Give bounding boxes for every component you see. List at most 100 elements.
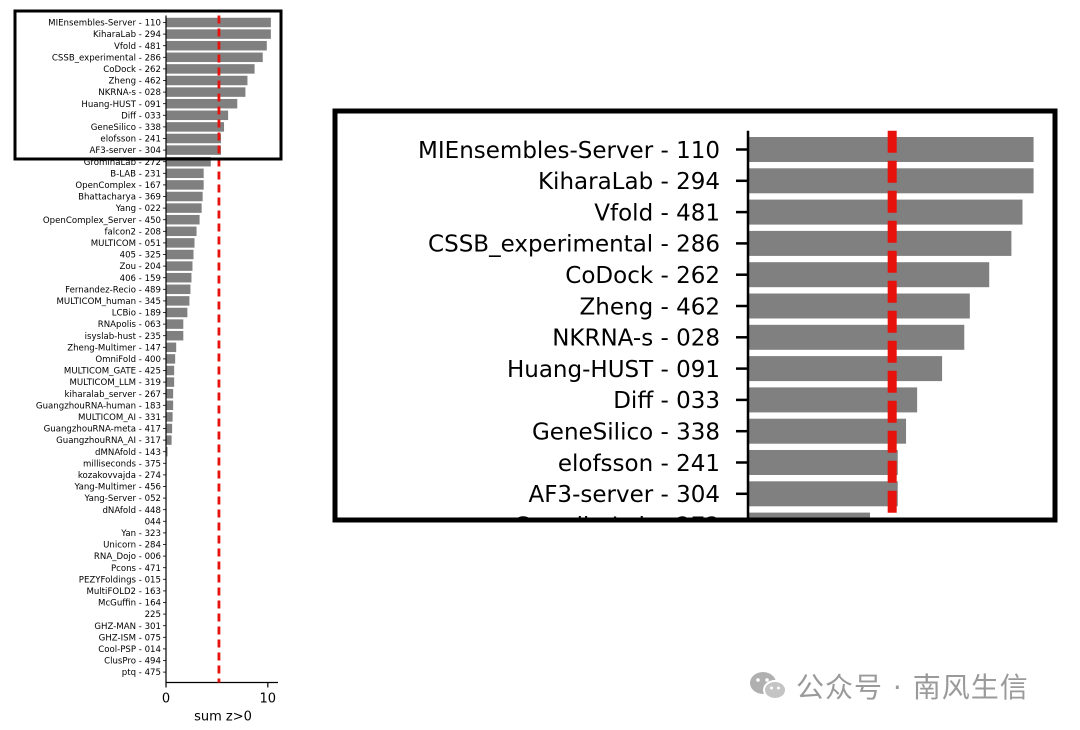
y-tick-label: Zheng - 462	[109, 77, 162, 87]
y-tick-label: Bhattacharya - 369	[78, 193, 161, 203]
bar-17	[166, 203, 202, 213]
bar-21	[166, 249, 194, 260]
y-tick-label: RNA_Dojo - 006	[94, 552, 161, 562]
y-tick-label: GromihaLab - 272	[84, 158, 161, 168]
y-tick-label: isyslab-hust - 235	[85, 332, 161, 342]
bar-15	[166, 180, 204, 190]
x-axis-title: sum z>0	[194, 709, 252, 724]
y-tick-label: MULTICOM_AI - 331	[78, 413, 161, 423]
y-tick-label: ClusPro - 494	[104, 657, 161, 667]
bar-31	[166, 365, 175, 376]
bar-6	[166, 75, 248, 86]
y-tick-label: MULTICOM - 051	[91, 239, 161, 249]
y-tick-label: Cool-PSP - 014	[98, 645, 161, 655]
y-tick-label: CoDock - 262	[565, 263, 720, 289]
bar-11	[748, 450, 898, 475]
bar-23	[166, 272, 192, 283]
y-tick-label: 225	[145, 610, 161, 620]
bar-37	[166, 435, 172, 445]
y-tick-label: Yang - 022	[115, 204, 161, 214]
bar-29	[166, 342, 177, 353]
y-tick-label: AF3-server - 304	[89, 146, 161, 156]
y-tick-label: 405 - 325	[120, 251, 161, 261]
y-tick-label: OmniFold - 400	[95, 355, 161, 365]
y-tick-label: MULTICOM_LLM - 319	[69, 378, 161, 388]
y-tick-label: GHZ-MAN - 301	[94, 622, 161, 632]
bar-5	[748, 262, 990, 288]
y-tick-label: GuangzhouRNA-meta - 417	[44, 425, 161, 435]
y-tick-label: Pcons - 471	[111, 564, 161, 574]
y-tick-label: GHZ-ISM - 075	[99, 633, 161, 643]
bar-11	[166, 133, 221, 144]
y-tick-label: Vfold - 481	[594, 200, 720, 226]
bar-6	[748, 293, 970, 319]
y-tick-label: KiharaLab - 294	[93, 30, 161, 40]
bar-10	[748, 418, 907, 444]
bar-38	[166, 446, 168, 457]
y-tick-label: Unicorn - 284	[103, 541, 161, 551]
y-tick-label: MULTICOM_human - 345	[56, 297, 161, 307]
zoom-frame	[332, 108, 1058, 523]
y-tick-label: OpenComplex - 167	[75, 181, 161, 191]
y-tick-label: Yan - 323	[120, 529, 161, 539]
y-tick-label: kozakovvajda - 274	[78, 471, 161, 481]
y-tick-label: CSSB_experimental - 286	[428, 232, 720, 258]
y-tick-label: falcon2 - 208	[104, 227, 161, 237]
y-tick-label: CSSB_experimental - 286	[52, 53, 161, 63]
y-tick-label: Zheng-Multimer - 147	[67, 343, 161, 353]
y-tick-label: 044	[145, 517, 161, 527]
y-tick-label: GeneSilico - 338	[91, 123, 161, 133]
y-tick-label: ptq - 475	[122, 668, 161, 678]
bar-26	[166, 307, 188, 318]
bar-35	[166, 412, 173, 422]
y-tick-label: Fernandez-Recio - 489	[65, 285, 161, 295]
y-tick-label: Huang-HUST - 091	[81, 100, 161, 110]
bar-27	[166, 319, 184, 329]
watermark: 公众号 · 南风生信	[748, 666, 1029, 706]
y-tick-label: GeneSilico - 338	[532, 419, 720, 445]
bar-36	[166, 423, 173, 434]
bar-10	[166, 122, 225, 132]
bar-13	[166, 156, 211, 167]
bar-4	[166, 52, 263, 63]
y-tick-label: Zou - 204	[119, 262, 161, 272]
y-tick-label: Huang-HUST - 091	[507, 357, 720, 383]
wechat-icon	[748, 669, 788, 703]
y-tick-label: GuangzhouRNA-human - 183	[36, 401, 161, 411]
bar-12	[166, 145, 221, 155]
y-tick-label: elofsson - 241	[558, 451, 720, 477]
y-tick-label: Diff - 033	[613, 388, 720, 414]
bar-28	[166, 330, 184, 341]
bar-30	[166, 354, 176, 364]
y-tick-label: NKRNA-s - 028	[552, 326, 720, 352]
bar-3	[166, 40, 267, 51]
bar-13	[748, 512, 870, 518]
y-tick-label: McGuffin - 164	[98, 599, 161, 609]
y-tick-label: OpenComplex_Server - 450	[43, 216, 161, 226]
y-tick-label: Diff - 033	[121, 111, 161, 121]
y-tick-label: elofsson - 241	[100, 135, 161, 145]
bar-14	[166, 168, 204, 179]
y-tick-label: Yang-Multimer - 456	[74, 483, 162, 493]
y-tick-label: MULTICOM_GATE - 425	[64, 367, 161, 377]
y-tick-label: dNAfold - 448	[102, 506, 161, 516]
bar-22	[166, 261, 193, 271]
bar-7	[748, 324, 965, 350]
y-tick-label: AF3-server - 304	[528, 482, 720, 508]
bar-18	[166, 214, 200, 225]
bar-9	[166, 110, 229, 121]
bar-8	[166, 98, 238, 109]
y-tick-label: Vfold - 481	[114, 42, 161, 52]
y-tick-label: MIEnsembles-Server - 110	[48, 19, 161, 29]
bar-32	[166, 377, 175, 387]
y-tick-label: PEZYFoldings - 015	[79, 575, 161, 585]
bar-4	[748, 230, 1012, 256]
x-tick-label: 10	[260, 691, 277, 706]
bar-33	[166, 388, 174, 399]
bar-25	[166, 296, 190, 306]
bar-24	[166, 284, 191, 295]
bar-8	[748, 356, 943, 382]
y-tick-label: milliseconds - 375	[83, 459, 161, 469]
y-tick-label: B-LAB - 231	[110, 169, 161, 179]
